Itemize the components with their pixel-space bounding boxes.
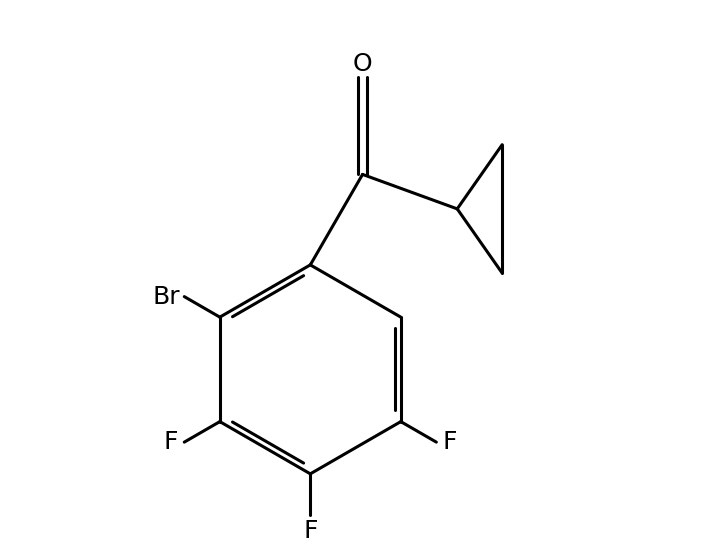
Text: Br: Br bbox=[153, 285, 180, 309]
Text: F: F bbox=[164, 430, 178, 454]
Text: F: F bbox=[443, 430, 457, 454]
Text: F: F bbox=[303, 519, 318, 543]
Text: O: O bbox=[353, 52, 373, 76]
